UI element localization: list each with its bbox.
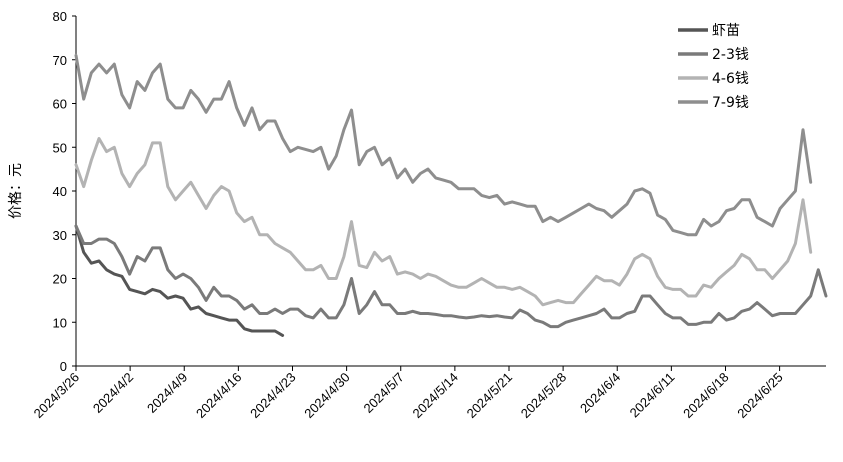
legend-label-4: 7-9钱 [712, 95, 749, 111]
x-tick-label: 2024/6/18 [680, 370, 732, 422]
y-tick-label: 60 [53, 97, 67, 112]
series-line-1 [74, 224, 285, 337]
y-tick-label: 80 [53, 9, 67, 24]
y-tick-label: 30 [53, 228, 67, 243]
x-tick-label: 2024/4/2 [90, 370, 136, 416]
legend-label-1: 虾苗 [712, 23, 740, 39]
legend-label-2: 2-3钱 [712, 47, 749, 63]
y-tick-label: 40 [53, 184, 67, 199]
series-line-3 [74, 137, 813, 307]
y-axis-label: 价格：元 [8, 163, 24, 219]
x-tick-label: 2024/4/23 [247, 370, 299, 422]
x-tick-label: 2024/6/11 [627, 370, 678, 421]
y-tick-label: 10 [53, 315, 67, 330]
y-tick-label: 70 [53, 53, 67, 68]
x-tick-label: 2024/4/30 [301, 370, 353, 422]
x-tick-label: 2024/6/4 [577, 370, 623, 416]
y-tick-label: 50 [53, 140, 67, 155]
y-tick-label: 0 [60, 359, 67, 374]
x-tick-label: 2024/5/28 [518, 370, 570, 422]
series-line-2 [74, 224, 828, 329]
x-tick-label: 2024/4/16 [193, 370, 245, 422]
x-tick-label: 2024/6/25 [734, 370, 786, 422]
y-axis: 0 10 20 30 40 50 60 70 80 [53, 9, 77, 374]
legend: 虾苗 2-3钱 4-6钱 7-9钱 [678, 23, 749, 111]
x-axis: 2024/3/26 2024/4/2 2024/4/9 2024/4/16 2024/4… [31, 365, 826, 422]
x-tick-label: 2024/5/7 [360, 370, 406, 416]
x-tick-label: 2024/3/26 [31, 370, 83, 422]
x-tick-label: 2024/4/9 [144, 370, 190, 416]
x-tick-label: 2024/5/21 [464, 370, 516, 422]
legend-label-3: 4-6钱 [712, 71, 749, 87]
x-tick-label: 2024/5/14 [409, 370, 461, 422]
series-line-4 [74, 53, 813, 237]
series-layer [74, 53, 828, 337]
y-tick-label: 20 [53, 272, 67, 287]
